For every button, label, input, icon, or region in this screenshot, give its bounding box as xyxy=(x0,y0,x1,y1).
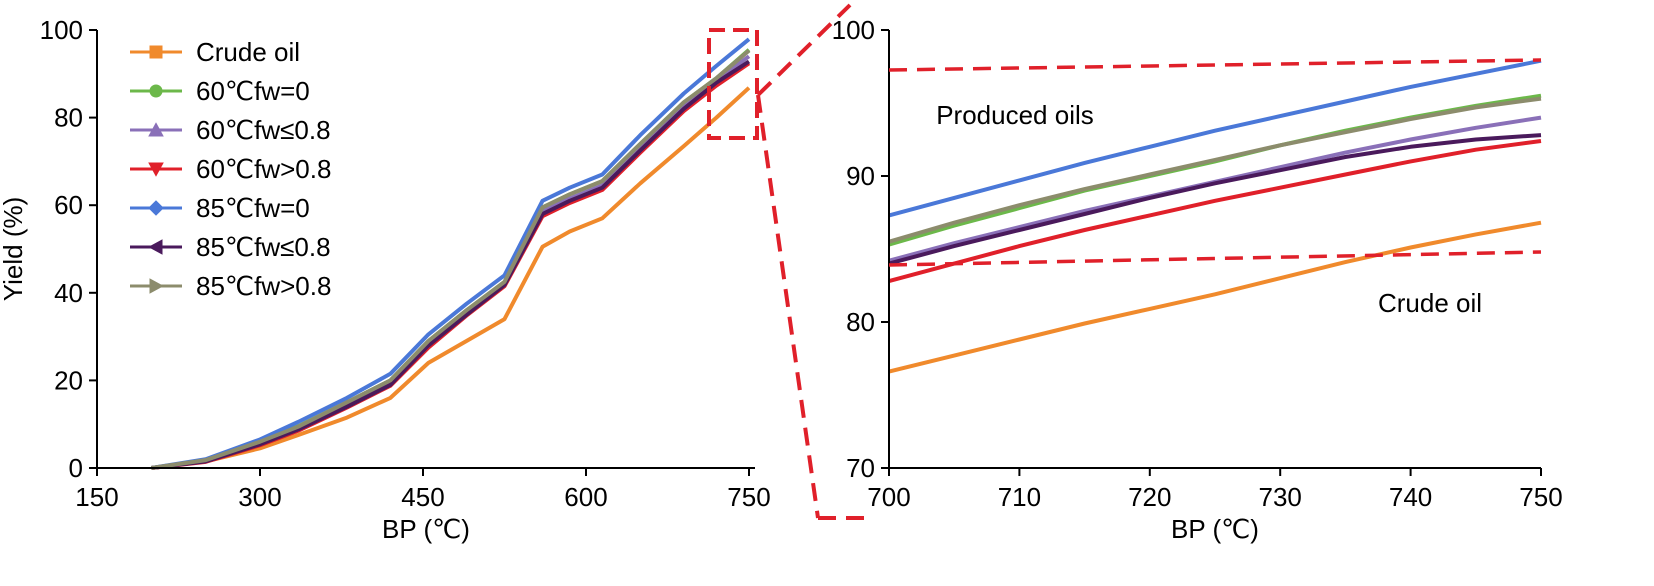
legend-label: 60℃fw>0.8 xyxy=(196,154,331,184)
left-x-tick-label: 450 xyxy=(401,482,444,512)
legend-marker-icon xyxy=(149,84,163,98)
left-ticks: 150 300 450 600 750 0 20 40 60 80 100 xyxy=(40,15,771,512)
left-y-tick-label: 40 xyxy=(54,278,83,308)
right-y-tick-label: 90 xyxy=(846,161,875,191)
right-y-tick-label: 80 xyxy=(846,307,875,337)
left-x-axis-title: BP (℃) xyxy=(382,514,470,544)
right-series-line-5 xyxy=(888,133,1542,266)
legend-label: 60℃fw=0 xyxy=(196,76,310,106)
legend-marker-icon xyxy=(148,200,164,216)
legend-marker-icon xyxy=(149,278,164,294)
left-x-tick-label: 300 xyxy=(238,482,281,512)
legend-item: 85℃fw≤0.8 xyxy=(130,232,331,262)
right-y-tick-label: 70 xyxy=(846,453,875,483)
right-x-axis-title: BP (℃) xyxy=(1171,514,1259,544)
left-series-line-5 xyxy=(151,59,751,470)
annotation-produced-oils: Produced oils xyxy=(936,100,1094,130)
legend-marker-icon xyxy=(148,122,164,137)
legend-label: 85℃fw=0 xyxy=(196,193,310,223)
envelope-top-line xyxy=(888,58,1542,72)
legend-item: 60℃fw≤0.8 xyxy=(130,115,331,145)
legend-label: Crude oil xyxy=(196,37,300,67)
left-y-tick-label: 100 xyxy=(40,15,83,45)
left-x-tick-label: 750 xyxy=(727,482,770,512)
left-y-axis-title: Yield (%) xyxy=(0,197,28,302)
legend-label: 60℃fw≤0.8 xyxy=(196,115,331,145)
left-x-tick-label: 600 xyxy=(564,482,607,512)
right-x-tick-label: 720 xyxy=(1128,482,1171,512)
right-x-tick-label: 700 xyxy=(867,482,910,512)
zoom-connector-bottom xyxy=(756,94,820,519)
right-series-group xyxy=(888,58,1542,374)
legend-item: 60℃fw>0.8 xyxy=(130,154,331,184)
legend-marker-icon xyxy=(149,45,163,59)
legend-label: 85℃fw>0.8 xyxy=(196,271,331,301)
zoom-region-box xyxy=(707,28,759,140)
left-series-group xyxy=(150,37,751,470)
right-chart: 700 710 720 730 740 750 70 80 90 100 BP (℃) Produ… xyxy=(832,15,1563,544)
legend-item: Crude oil xyxy=(130,37,300,67)
left-y-tick-label: 80 xyxy=(54,103,83,133)
legend-marker-icon xyxy=(148,162,164,177)
legend-item: 85℃fw>0.8 xyxy=(130,271,331,301)
right-series-line-6 xyxy=(888,96,1542,244)
left-y-tick-label: 20 xyxy=(54,365,83,395)
zoom-connector-top xyxy=(756,3,852,97)
right-series-line-0 xyxy=(888,220,1542,374)
right-series-line-4 xyxy=(888,58,1542,218)
left-chart: 150 300 450 600 750 0 20 40 60 80 100 BP (℃) Yield… xyxy=(0,15,771,544)
right-series-line-3 xyxy=(888,139,1542,284)
right-x-tick-label: 710 xyxy=(998,482,1041,512)
envelope-bottom-line xyxy=(888,250,1542,267)
left-series-line-6 xyxy=(151,49,751,470)
right-y-tick-label: 100 xyxy=(832,15,875,45)
legend-marker-icon xyxy=(148,239,163,255)
left-x-tick-label: 150 xyxy=(75,482,118,512)
right-ticks: 700 710 720 730 740 750 70 80 90 100 xyxy=(832,15,1563,512)
legend: Crude oil 60℃fw=0 60℃fw≤0.8 60℃fw>0.8 85℃fw=… xyxy=(130,37,331,301)
legend-item: 60℃fw=0 xyxy=(130,76,310,106)
right-x-tick-label: 730 xyxy=(1259,482,1302,512)
left-series-line-0 xyxy=(151,86,751,470)
legend-label: 85℃fw≤0.8 xyxy=(196,232,331,262)
annotation-crude-oil: Crude oil xyxy=(1378,288,1482,318)
left-series-line-4 xyxy=(150,37,751,470)
left-y-tick-label: 60 xyxy=(54,190,83,220)
right-x-tick-label: 750 xyxy=(1519,482,1562,512)
left-y-tick-label: 0 xyxy=(69,453,83,483)
right-x-tick-label: 740 xyxy=(1389,482,1432,512)
zoom-connectors xyxy=(756,3,870,520)
legend-item: 85℃fw=0 xyxy=(130,193,310,223)
